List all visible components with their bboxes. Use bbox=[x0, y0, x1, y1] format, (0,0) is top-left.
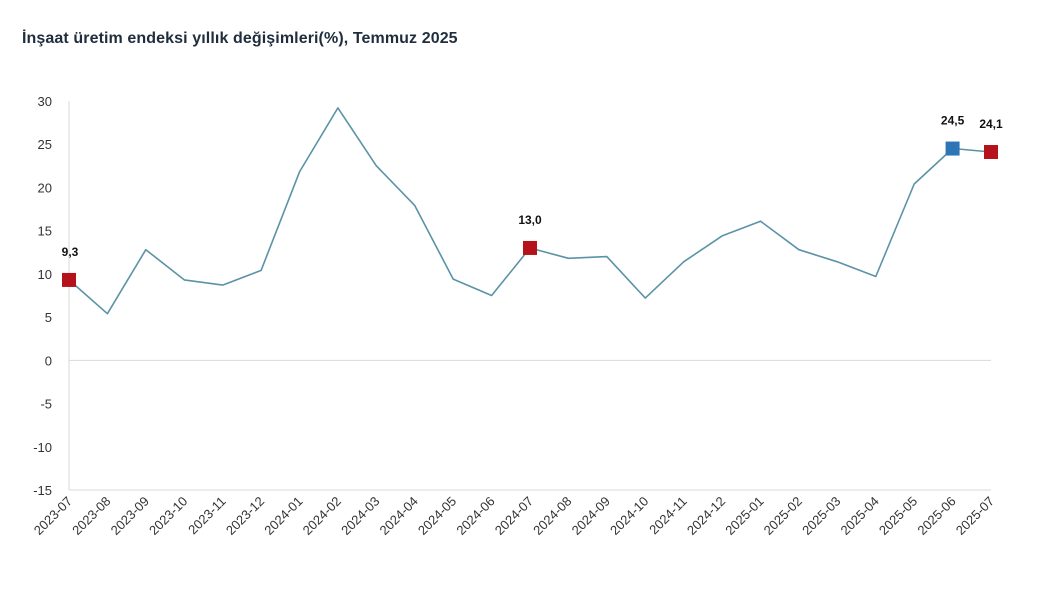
x-tick-label: 2023-11 bbox=[185, 494, 229, 538]
x-tick-label: 2023-08 bbox=[69, 494, 113, 538]
data-label: 24,5 bbox=[941, 114, 965, 128]
x-tick-label: 2025-07 bbox=[953, 494, 997, 538]
x-tick-label: 2025-02 bbox=[761, 494, 805, 538]
y-tick-label: -10 bbox=[33, 440, 52, 455]
x-tick-label: 2025-05 bbox=[876, 494, 920, 538]
y-tick-label: -15 bbox=[33, 483, 52, 498]
series-layer bbox=[68, 107, 992, 315]
marker-layer: 9,3 13,0 24,5 24,1 bbox=[62, 114, 1003, 287]
y-tick-label: 25 bbox=[38, 137, 52, 152]
x-axis: 2023-072023-082023-092023-102023-112023-… bbox=[31, 489, 997, 538]
highlight-marker bbox=[945, 141, 960, 156]
x-tick-label: 2024-08 bbox=[530, 494, 574, 538]
x-tick-label: 2024-04 bbox=[377, 494, 421, 538]
x-tick-label: 2025-03 bbox=[799, 494, 843, 538]
y-tick-label: 20 bbox=[38, 180, 52, 195]
x-tick-label: 2024-11 bbox=[646, 494, 690, 538]
data-label: 13,0 bbox=[518, 213, 542, 227]
x-tick-label: 2024-03 bbox=[338, 494, 382, 538]
x-tick-label: 2023-07 bbox=[31, 494, 75, 538]
data-label: 9,3 bbox=[62, 245, 79, 259]
y-tick-label: 5 bbox=[45, 310, 52, 325]
y-tick-label: 0 bbox=[45, 353, 52, 368]
y-tick-label: 15 bbox=[38, 224, 52, 239]
x-tick-label: 2024-01 bbox=[261, 494, 305, 538]
x-tick-label: 2024-02 bbox=[300, 494, 344, 538]
x-tick-label: 2023-09 bbox=[108, 494, 152, 538]
x-tick-label: 2023-10 bbox=[146, 494, 190, 538]
x-tick-label: 2025-01 bbox=[722, 494, 766, 538]
x-tick-label: 2024-05 bbox=[415, 494, 459, 538]
x-tick-label: 2025-06 bbox=[914, 494, 958, 538]
highlight-marker bbox=[984, 145, 998, 160]
y-tick-label: 10 bbox=[38, 267, 52, 282]
highlight-marker bbox=[523, 240, 537, 255]
y-axis: 30 25 20 15 10 5 0 -5 -10 -15 bbox=[33, 94, 991, 498]
x-tick-label: 2025-04 bbox=[838, 494, 882, 538]
x-tick-label: 2023-12 bbox=[223, 494, 267, 538]
x-tick-label: 2024-12 bbox=[684, 494, 728, 538]
x-tick-label: 2024-09 bbox=[569, 494, 613, 538]
chart-title: İnşaat üretim endeksi yıllık değişimleri… bbox=[22, 30, 458, 47]
series-line bbox=[68, 107, 992, 315]
y-tick-label: 30 bbox=[38, 94, 52, 109]
x-tick-label: 2024-06 bbox=[453, 494, 497, 538]
y-tick-label: -5 bbox=[40, 397, 52, 412]
highlight-marker bbox=[62, 272, 76, 287]
x-tick-label: 2024-07 bbox=[492, 494, 536, 538]
data-label: 24,1 bbox=[979, 117, 1003, 131]
x-tick-label: 2024-10 bbox=[607, 494, 651, 538]
